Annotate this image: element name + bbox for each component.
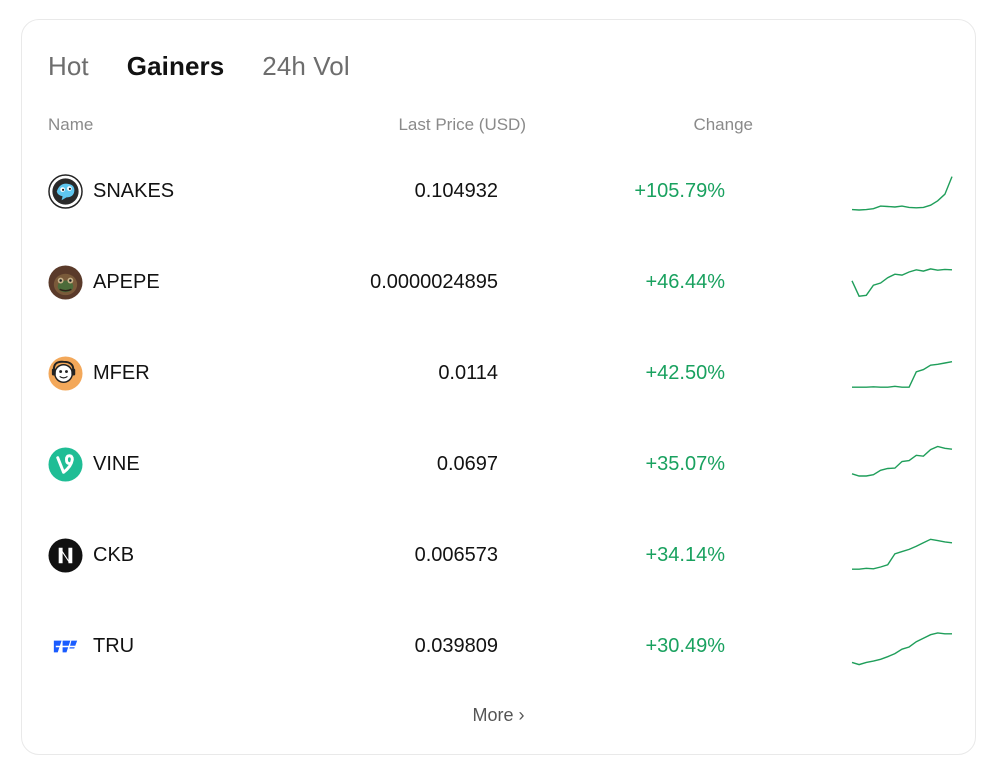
- gainers-card: Hot Gainers 24h Vol Name Last Price (USD…: [21, 19, 976, 755]
- table-row[interactable]: VINE 0.0697 +35.07%: [22, 420, 975, 511]
- coin-name: TRU: [93, 635, 135, 657]
- coin-name: APEPE: [93, 271, 160, 293]
- chevron-right-icon: ›: [518, 705, 525, 725]
- more-link[interactable]: More ›: [22, 705, 975, 726]
- price-change: +105.79%: [634, 180, 725, 202]
- sparkline-chart: [851, 445, 953, 477]
- vine-logo-icon: [48, 447, 83, 482]
- tab-gainers[interactable]: Gainers: [126, 51, 225, 81]
- price-change: +35.07%: [645, 453, 725, 475]
- coin-name: SNAKES: [93, 180, 175, 202]
- last-price: 0.006573: [414, 544, 498, 566]
- sparkline-chart: [851, 268, 953, 297]
- column-header-price[interactable]: Last Price (USD): [398, 115, 526, 134]
- sparkline-chart: [852, 361, 953, 388]
- table-row[interactable]: APEPE 0.0000024895 +46.44%: [22, 238, 975, 329]
- coin-name: VINE: [93, 453, 140, 475]
- price-change: +42.50%: [645, 362, 725, 384]
- table-row[interactable]: CKB 0.006573 +34.14%: [22, 511, 975, 602]
- column-header-change[interactable]: Change: [693, 115, 753, 134]
- apepe-logo-icon: [48, 265, 83, 300]
- last-price: 0.039809: [414, 635, 498, 657]
- sparkline-chart: [851, 176, 953, 211]
- tru-logo-icon: [53, 640, 78, 653]
- sparkline-chart: [851, 632, 952, 666]
- column-header-name[interactable]: Name: [48, 115, 94, 134]
- price-change: +30.49%: [645, 635, 725, 657]
- sparkline-chart: [852, 538, 953, 570]
- tab-24h-vol[interactable]: 24h Vol: [262, 51, 350, 81]
- last-price: 0.0114: [438, 362, 498, 384]
- snakes-logo-icon: [48, 174, 83, 209]
- mfer-logo-icon: [48, 356, 83, 391]
- more-label: More: [472, 705, 514, 725]
- table-row[interactable]: TRU 0.039809 +30.49%: [22, 602, 975, 693]
- tab-bar: Hot Gainers 24h Vol: [48, 50, 388, 82]
- price-change: +34.14%: [645, 544, 725, 566]
- coin-name: CKB: [93, 544, 135, 566]
- table-row[interactable]: SNAKES 0.104932 +105.79%: [22, 147, 975, 238]
- last-price: 0.104932: [414, 180, 498, 202]
- last-price: 0.0697: [436, 453, 498, 475]
- tab-hot[interactable]: Hot: [48, 51, 89, 81]
- ckb-logo-icon: [48, 538, 83, 573]
- table-header: Name Last Price (USD) Change: [48, 115, 953, 135]
- table-row[interactable]: MFER 0.0114 +42.50%: [22, 329, 975, 420]
- last-price: 0.0000024895: [370, 271, 498, 293]
- coin-name: MFER: [93, 362, 150, 384]
- price-change: +46.44%: [645, 271, 725, 293]
